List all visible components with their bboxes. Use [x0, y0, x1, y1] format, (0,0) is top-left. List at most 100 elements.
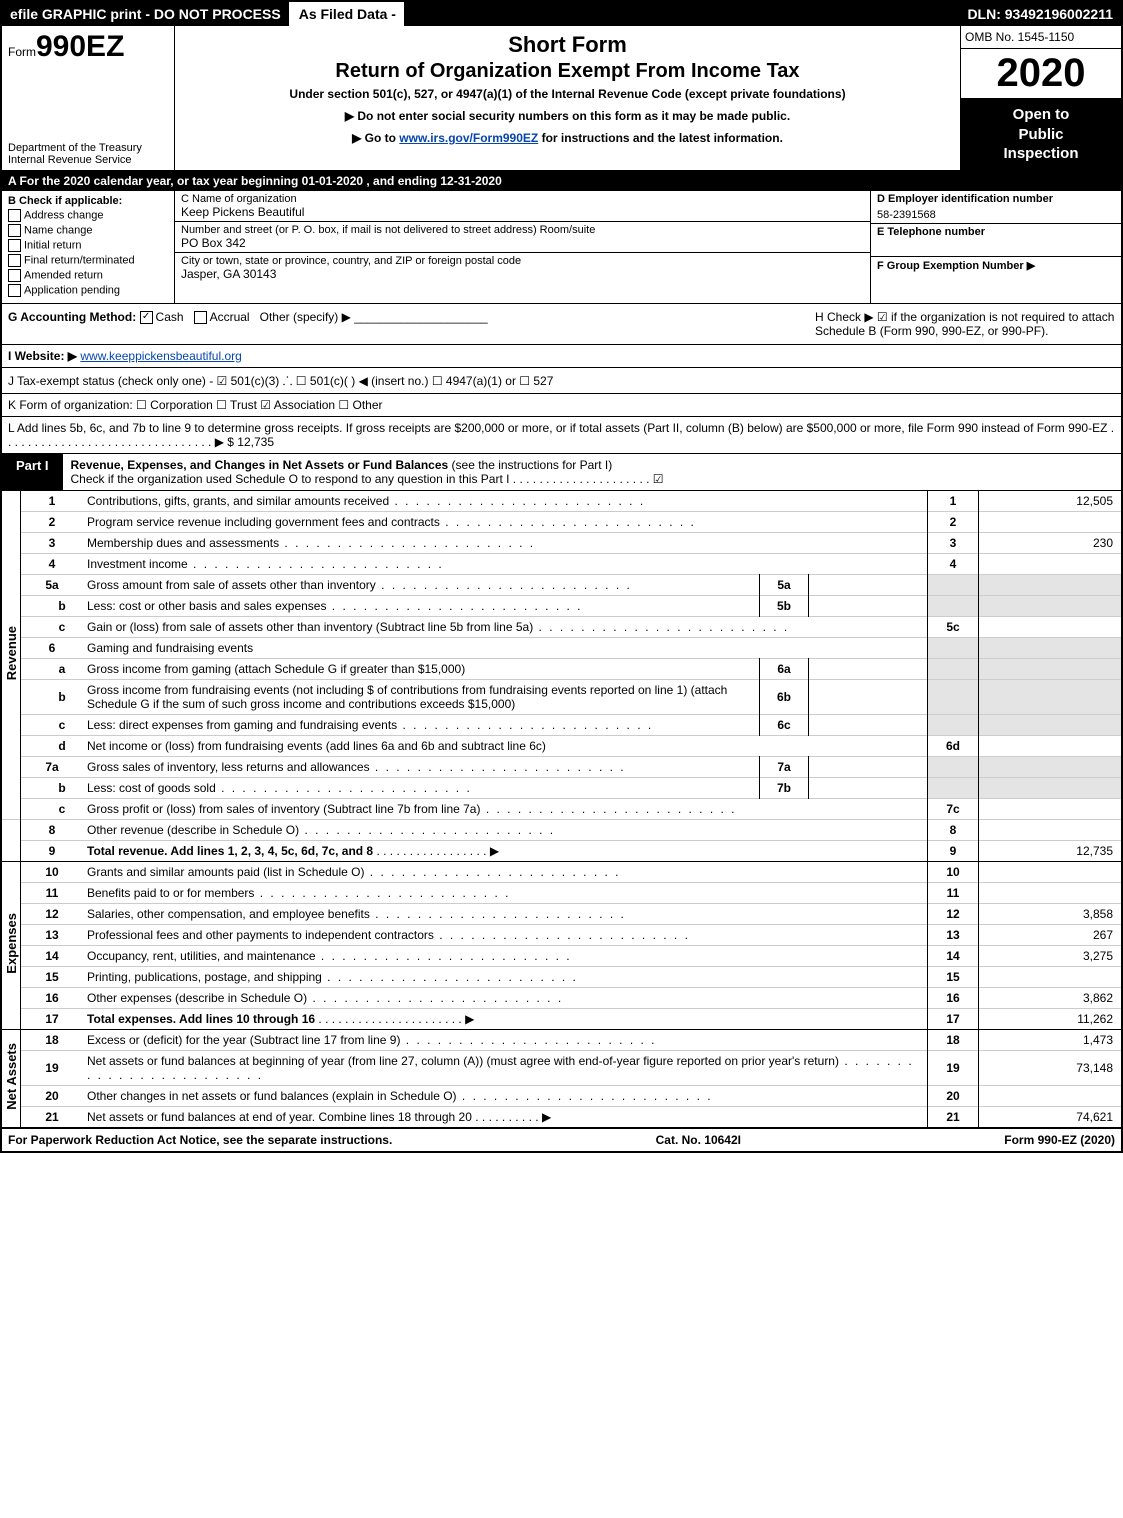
l7b-n: b [21, 777, 84, 798]
l7b-d: Less: cost of goods sold [83, 777, 760, 798]
chk-name-change[interactable]: Name change [8, 224, 168, 237]
row-16: 16 Other expenses (describe in Schedule … [2, 987, 1121, 1008]
l11-d-text: Benefits paid to or for members [87, 886, 510, 900]
row-7c: c Gross profit or (loss) from sales of i… [2, 798, 1121, 819]
l19-d-text: Net assets or fund balances at beginning… [87, 1054, 914, 1082]
l9-v: 12,735 [979, 840, 1122, 861]
chk-address-change[interactable]: Address change [8, 209, 168, 222]
g-other: Other (specify) ▶ [260, 310, 351, 324]
l6d-n: d [21, 735, 84, 756]
l10-d: Grants and similar amounts paid (list in… [83, 861, 928, 882]
arrow2-pre: ▶ Go to [352, 131, 399, 145]
chk-address-change-label: Address change [24, 209, 104, 221]
l5b-grey2 [979, 595, 1122, 616]
topbar-blank [406, 2, 959, 26]
chk-initial-return-label: Initial return [24, 239, 81, 251]
l7b-grey2 [979, 777, 1122, 798]
l5b-grey1 [928, 595, 979, 616]
l6d-nn: 6d [928, 735, 979, 756]
dept-block: Department of the Treasury Internal Reve… [8, 142, 168, 166]
row-19: 19 Net assets or fund balances at beginn… [2, 1050, 1121, 1085]
row-18: Net Assets 18 Excess or (deficit) for th… [2, 1029, 1121, 1050]
l9-arrow: ▶ [490, 844, 499, 858]
row-j: J Tax-exempt status (check only one) - ☑… [2, 368, 1121, 394]
side-revenue-text: Revenue [4, 620, 19, 686]
l20-d-text: Other changes in net assets or fund bala… [87, 1089, 713, 1103]
row-7a: 7a Gross sales of inventory, less return… [2, 756, 1121, 777]
l6a-d: Gross income from gaming (attach Schedul… [83, 658, 760, 679]
l17-v: 11,262 [979, 1008, 1122, 1029]
l7a-sv [809, 756, 928, 777]
org-addr: PO Box 342 [181, 236, 864, 250]
l17-d-text: Total expenses. Add lines 10 through 16 [87, 1012, 315, 1026]
l7b-sv [809, 777, 928, 798]
row-6c: c Less: direct expenses from gaming and … [2, 714, 1121, 735]
chk-final-return[interactable]: Final return/terminated [8, 254, 168, 267]
l11-v [979, 882, 1122, 903]
row-17: 17 Total expenses. Add lines 10 through … [2, 1008, 1121, 1029]
chk-initial-return[interactable]: Initial return [8, 239, 168, 252]
row-10: Expenses 10 Grants and similar amounts p… [2, 861, 1121, 882]
part1-table: Revenue 1 Contributions, gifts, grants, … [2, 491, 1121, 1127]
box-f-label: F Group Exemption Number ▶ [877, 260, 1035, 272]
l16-nn: 16 [928, 987, 979, 1008]
row-l-val: 12,735 [237, 435, 274, 449]
l10-d-text: Grants and similar amounts paid (list in… [87, 865, 620, 879]
row-11: 11 Benefits paid to or for members 11 [2, 882, 1121, 903]
l1-v: 12,505 [979, 491, 1122, 512]
l5c-v [979, 616, 1122, 637]
l13-n: 13 [21, 924, 84, 945]
l12-v: 3,858 [979, 903, 1122, 924]
row-7b: b Less: cost of goods sold 7b [2, 777, 1121, 798]
chk-application-pending[interactable]: Application pending [8, 284, 168, 297]
part1-check-line: Check if the organization used Schedule … [71, 472, 664, 486]
row-l: L Add lines 5b, 6c, and 7b to line 9 to … [2, 417, 1121, 454]
side-revenue: Revenue [2, 491, 21, 820]
l6d-d: Net income or (loss) from fundraising ev… [83, 735, 928, 756]
website-link[interactable]: www.keeppickensbeautiful.org [80, 349, 241, 363]
l11-n: 11 [21, 882, 84, 903]
l6b-sn: 6b [760, 679, 809, 714]
l20-n: 20 [21, 1085, 84, 1106]
chk-cash[interactable]: ✓ [140, 311, 153, 324]
l16-d-text: Other expenses (describe in Schedule O) [87, 991, 563, 1005]
l15-d: Printing, publications, postage, and shi… [83, 966, 928, 987]
l14-d: Occupancy, rent, utilities, and maintena… [83, 945, 928, 966]
l6a-sn: 6a [760, 658, 809, 679]
irs-link[interactable]: www.irs.gov/Form990EZ [399, 131, 538, 145]
l7a-grey2 [979, 756, 1122, 777]
header-right-col: OMB No. 1545-1150 2020 Open to Public In… [961, 26, 1121, 170]
part1-title-bold: Revenue, Expenses, and Changes in Net As… [71, 458, 449, 472]
l21-n: 21 [21, 1106, 84, 1127]
g-accrual: Accrual [210, 310, 250, 324]
row-g: G Accounting Method: ✓Cash Accrual Other… [8, 310, 815, 338]
l5b-d-text: Less: cost or other basis and sales expe… [87, 599, 583, 613]
chk-amended-return[interactable]: Amended return [8, 269, 168, 282]
row-21: 21 Net assets or fund balances at end of… [2, 1106, 1121, 1127]
l15-nn: 15 [928, 966, 979, 987]
l8-nn: 8 [928, 819, 979, 840]
l15-d-text: Printing, publications, postage, and shi… [87, 970, 578, 984]
l18-n: 18 [21, 1029, 84, 1050]
row-3: 3 Membership dues and assessments 3 230 [2, 532, 1121, 553]
l7a-sn: 7a [760, 756, 809, 777]
l4-d-text: Investment income [87, 557, 444, 571]
l7a-grey1 [928, 756, 979, 777]
part1-title-paren: (see the instructions for Part I) [448, 458, 612, 472]
box-d: D Employer identification number [871, 191, 1121, 207]
chk-accrual[interactable] [194, 311, 207, 324]
l5b-sv [809, 595, 928, 616]
l13-v: 267 [979, 924, 1122, 945]
l4-d: Investment income [83, 553, 928, 574]
l16-n: 16 [21, 987, 84, 1008]
g-label: G Accounting Method: [8, 310, 136, 324]
l20-v [979, 1085, 1122, 1106]
l8-d-text: Other revenue (describe in Schedule O) [87, 823, 555, 837]
ein-row: 58-2391568 [871, 207, 1121, 224]
l17-d: Total expenses. Add lines 10 through 16 … [83, 1008, 928, 1029]
l7c-nn: 7c [928, 798, 979, 819]
l2-v [979, 511, 1122, 532]
l5a-d-text: Gross amount from sale of assets other t… [87, 578, 632, 592]
l15-n: 15 [21, 966, 84, 987]
l10-n: 10 [21, 861, 84, 882]
